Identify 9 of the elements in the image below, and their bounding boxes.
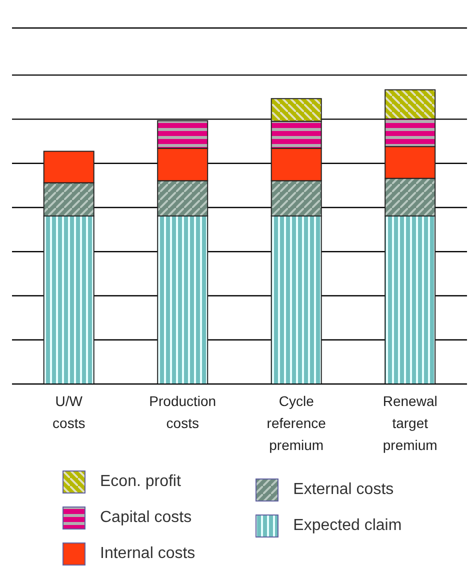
x-tick-label: U/W costs <box>52 393 86 431</box>
legend-label: Expected claim <box>293 517 402 535</box>
x-tick-label: Production costs <box>149 393 216 431</box>
legend-label: Econ. profit <box>100 473 181 491</box>
x-tick-label: Cycle reference premium <box>266 393 326 453</box>
legend-label: External costs <box>293 481 394 499</box>
x-tick-label: Renewal target premium <box>382 393 438 453</box>
legend-label: Internal costs <box>100 545 196 563</box>
legend-label: Capital costs <box>100 509 192 527</box>
